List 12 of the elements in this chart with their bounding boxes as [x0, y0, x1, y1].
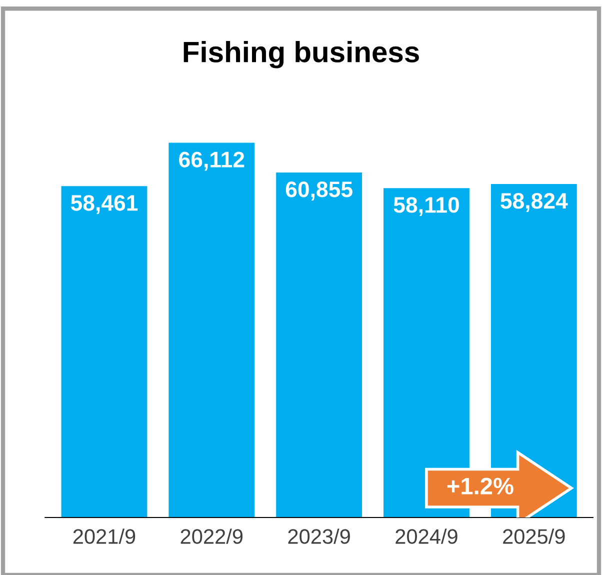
data-label: 58,110	[394, 197, 459, 216]
chart-title: Fishing business	[184, 40, 419, 68]
x-tick-label: 2024/9	[396, 528, 458, 544]
data-label: 58,461	[70, 195, 138, 214]
annotation: +1.2%	[447, 478, 514, 494]
x-tick-label: 2025/9	[503, 528, 565, 544]
x-tick-label: 2021/9	[73, 528, 136, 544]
data-label: 60,855	[286, 182, 352, 200]
data-label: 58,824	[500, 193, 568, 212]
x-tick-label: 2023/9	[288, 528, 350, 544]
x-tick-label: 2022/9	[180, 528, 243, 544]
data-label: 66,112	[179, 152, 244, 171]
